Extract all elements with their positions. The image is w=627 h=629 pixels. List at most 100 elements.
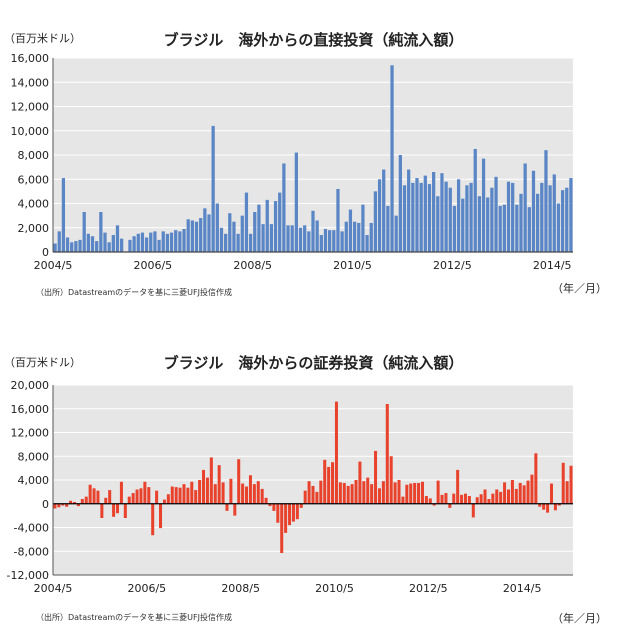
portfolio-chart-panel: （百万米ドル） ブラジル 海外からの証券投資（純流入額） -12,000 -8,0… xyxy=(0,318,627,629)
data-bar xyxy=(95,241,99,252)
data-bar xyxy=(552,174,556,252)
portfolio-y-unit-label: （百万米ドル） xyxy=(4,356,81,369)
data-bar xyxy=(530,474,534,504)
data-bar xyxy=(205,477,209,504)
data-bar xyxy=(514,488,518,504)
data-bar xyxy=(233,503,237,516)
data-bar xyxy=(377,488,381,504)
data-bar xyxy=(546,503,550,513)
data-bar xyxy=(288,503,292,526)
data-bar xyxy=(228,213,232,252)
data-bar xyxy=(334,401,338,504)
data-bar xyxy=(342,482,346,504)
data-bar xyxy=(487,499,491,504)
data-bar xyxy=(369,222,373,252)
data-bar xyxy=(70,242,74,252)
x-tick-label: 2014/5 xyxy=(533,259,572,272)
data-bar xyxy=(319,480,323,504)
data-bar xyxy=(415,178,419,252)
data-bar xyxy=(174,230,178,252)
data-bar xyxy=(237,459,241,504)
data-bar xyxy=(483,489,487,504)
data-bar xyxy=(76,503,80,507)
data-bar xyxy=(157,239,161,252)
data-bar xyxy=(149,232,153,252)
data-bar xyxy=(272,503,276,511)
data-bar xyxy=(240,215,244,252)
data-bar xyxy=(244,192,249,252)
data-bar xyxy=(256,481,260,504)
data-bar xyxy=(452,493,456,504)
data-bar xyxy=(72,501,77,504)
data-bar xyxy=(232,221,236,252)
fdi-bar-chart: 0 2,000 4,000 6,000 8,000 10,000 12,000 14,000 1… xyxy=(11,52,573,272)
data-bar xyxy=(428,498,432,504)
y-tick-label: 8,000 xyxy=(18,149,50,162)
data-bar xyxy=(198,480,202,504)
data-bar xyxy=(419,182,423,252)
data-bar xyxy=(174,487,178,504)
data-bar xyxy=(123,503,127,518)
data-bar xyxy=(248,475,252,504)
data-bar xyxy=(328,230,332,252)
data-bar xyxy=(282,163,286,252)
data-bar xyxy=(170,486,174,504)
y-tick-label: 0 xyxy=(42,498,49,511)
data-bar xyxy=(386,205,390,252)
data-bar xyxy=(159,503,163,529)
data-bar xyxy=(53,243,57,252)
data-bar xyxy=(494,176,498,252)
data-bar xyxy=(323,228,328,252)
data-bar xyxy=(361,204,365,252)
data-bar xyxy=(303,490,307,504)
data-bar xyxy=(269,224,274,252)
data-bar xyxy=(481,158,486,252)
data-bar xyxy=(523,163,527,252)
data-bar xyxy=(548,185,552,252)
data-bar xyxy=(161,231,165,252)
data-bar xyxy=(203,208,207,252)
data-bar xyxy=(354,480,358,504)
y-tick-label: 2,000 xyxy=(18,222,50,235)
portfolio-source-note: （出所）Datastreamのデータを基に三菱UFJ投信作成 xyxy=(36,613,232,622)
y-tick-label: -12,000 xyxy=(7,569,49,582)
data-bar xyxy=(498,205,502,252)
data-bar xyxy=(511,182,515,252)
data-bar xyxy=(162,499,166,504)
data-bar xyxy=(473,148,477,252)
data-bar xyxy=(135,489,139,504)
data-bar xyxy=(82,211,86,252)
data-bar xyxy=(519,193,523,252)
data-bar xyxy=(506,489,510,504)
data-bar xyxy=(385,404,389,504)
data-bar xyxy=(565,187,569,252)
data-bar xyxy=(527,207,531,252)
data-bar xyxy=(61,503,65,506)
data-bar xyxy=(553,503,557,511)
data-bar xyxy=(402,185,407,252)
data-bar xyxy=(53,503,57,509)
data-bar xyxy=(111,235,115,252)
data-bar xyxy=(515,204,519,252)
fdi-chart-panel: （百万米ドル） ブラジル 海外からの直接投資（純流入額） 0 2,000 4,000… xyxy=(0,0,627,310)
data-bar xyxy=(260,488,264,504)
data-bar xyxy=(323,459,327,504)
data-bar xyxy=(165,233,170,252)
data-bar xyxy=(86,233,90,252)
data-bar xyxy=(471,503,475,518)
data-bar xyxy=(103,232,107,252)
fdi-chart-title: ブラジル 海外からの直接投資（純流入額） xyxy=(163,31,464,49)
x-tick-label: 2010/5 xyxy=(315,582,354,595)
data-bar xyxy=(69,500,73,504)
data-bar xyxy=(374,450,378,504)
data-bar xyxy=(116,503,120,514)
data-bar xyxy=(417,482,421,504)
data-bar xyxy=(440,173,444,252)
data-bar xyxy=(390,65,394,253)
data-bar xyxy=(241,483,245,504)
data-bar xyxy=(88,484,92,504)
data-bar xyxy=(131,493,135,504)
data-bar xyxy=(96,490,100,504)
x-tick-label: 2004/5 xyxy=(34,582,73,595)
data-bar xyxy=(245,486,249,504)
